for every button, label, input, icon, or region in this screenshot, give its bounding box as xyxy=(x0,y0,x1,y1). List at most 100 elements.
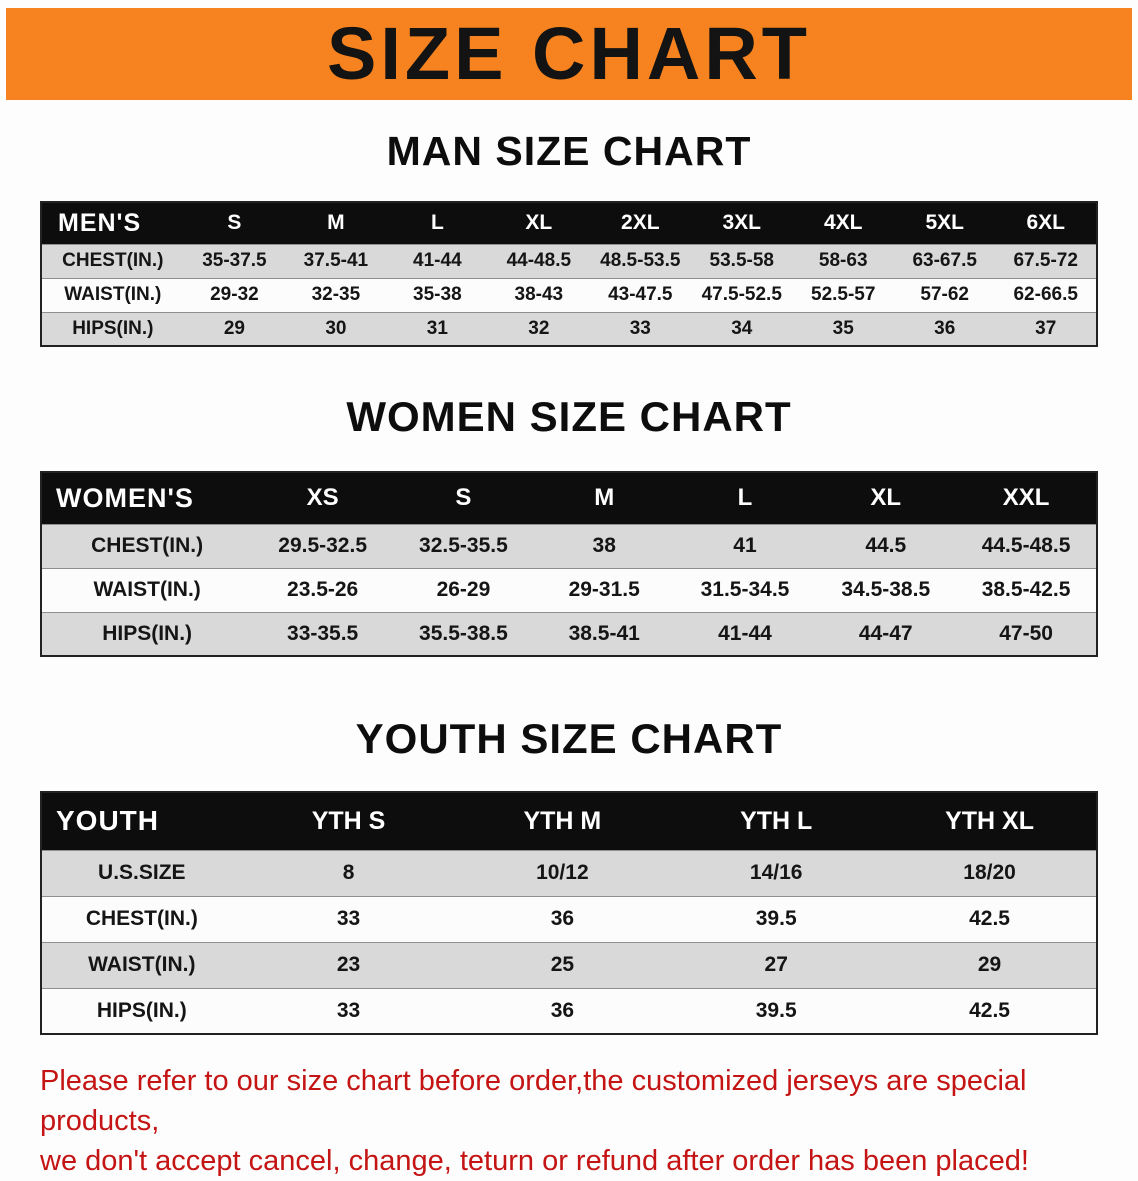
page-title: SIZE CHART xyxy=(327,12,811,95)
table-title-cell: WOMEN'S xyxy=(41,472,253,524)
table-row: WAIST(IN.) 23 25 27 29 xyxy=(41,942,1097,988)
size-column-header: YTH XL xyxy=(883,792,1097,850)
youth-size-table: YOUTH YTH S YTH M YTH L YTH XL U.S.SIZE 8 10/12… xyxy=(40,791,1098,1035)
size-column-header: M xyxy=(285,202,387,244)
women-size-table: WOMEN'S XS S M L XL XXL CHEST(IN.) 29.5-32.5 32.5… xyxy=(40,471,1098,657)
size-value-cell: 32-35 xyxy=(311,284,361,305)
size-value-cell: 41 xyxy=(733,534,757,557)
row-label-cell: WAIST(IN.) xyxy=(64,284,162,305)
size-value-cell: 53.5-58 xyxy=(709,250,774,271)
size-value-cell: 31 xyxy=(426,317,448,339)
size-value-cell: 47.5-52.5 xyxy=(701,284,782,305)
size-value-cell: 36 xyxy=(550,907,575,930)
size-value-cell: 10/12 xyxy=(536,861,589,884)
table-header-row: WOMEN'S XS S M L XL XXL xyxy=(41,472,1097,524)
table-row: WAIST(IN.) 23.5-26 26-29 29-31.5 31.5-34.5 34… xyxy=(41,568,1097,612)
size-value-cell: 8 xyxy=(342,861,355,884)
size-value-cell: 63-67.5 xyxy=(912,250,977,271)
size-value-cell: 37.5-41 xyxy=(303,250,369,271)
size-column-header: XL xyxy=(815,472,957,524)
row-label-cell: WAIST(IN.) xyxy=(88,953,196,976)
row-label-cell: WAIST(IN.) xyxy=(93,578,201,601)
size-value-cell: 23 xyxy=(336,953,361,976)
size-value-cell: 35 xyxy=(832,317,854,339)
size-value-cell: 29 xyxy=(977,953,1002,976)
size-value-cell: 32.5-35.5 xyxy=(419,534,508,557)
footer-disclaimer-line2: we don't accept cancel, change, teturn o… xyxy=(40,1145,1029,1177)
size-column-header: S xyxy=(183,202,286,244)
size-value-cell: 36 xyxy=(550,998,575,1022)
size-value-cell: 29-31.5 xyxy=(568,578,640,601)
size-value-cell: 25 xyxy=(550,953,575,976)
size-value-cell: 41-44 xyxy=(413,250,462,271)
size-value-cell: 48.5-53.5 xyxy=(600,250,681,271)
size-value-cell: 44.5 xyxy=(865,534,907,557)
size-chart-banner: SIZE CHART xyxy=(6,8,1132,100)
row-label-cell: CHEST(IN.) xyxy=(62,250,164,271)
row-label-cell: HIPS(IN.) xyxy=(72,317,154,339)
footer-disclaimer-line1: Please refer to our size chart before or… xyxy=(40,1065,1027,1137)
size-value-cell: 31.5-34.5 xyxy=(700,578,790,601)
table-row: HIPS(IN.) 33 36 39.5 42.5 xyxy=(41,988,1097,1034)
table-row: CHEST(IN.) 29.5-32.5 32.5-35.5 38 41 44.5 44.5… xyxy=(41,524,1097,568)
size-value-cell: 29.5-32.5 xyxy=(278,534,368,557)
table-header-row: MEN'S S M L XL 2XL 3XL 4XL 5XL 6XL xyxy=(41,202,1097,244)
size-value-cell: 44-47 xyxy=(858,621,913,645)
size-value-cell: 33 xyxy=(336,998,361,1022)
size-column-header: L xyxy=(674,472,816,524)
size-column-header: 5XL xyxy=(893,202,996,244)
size-value-cell: 42.5 xyxy=(969,907,1010,930)
size-value-cell: 38 xyxy=(592,534,616,557)
youth-section-title: YOUTH SIZE CHART xyxy=(355,715,783,762)
size-value-cell: 29-32 xyxy=(210,284,259,305)
size-value-cell: 52.5-57 xyxy=(811,284,876,305)
size-column-header: YTH M xyxy=(455,792,670,850)
size-value-cell: 38-43 xyxy=(514,284,564,305)
size-value-cell: 27 xyxy=(764,953,788,976)
row-label-cell: CHEST(IN.) xyxy=(91,534,204,557)
size-value-cell: 44-48.5 xyxy=(506,250,572,271)
size-column-header: 3XL xyxy=(691,202,793,244)
row-label-cell: U.S.SIZE xyxy=(98,861,186,884)
size-value-cell: 39.5 xyxy=(755,907,797,930)
man-size-table: MEN'S S M L XL 2XL 3XL 4XL 5XL 6XL CHEST(IN.) 35-37… xyxy=(40,201,1098,347)
size-column-header: XS xyxy=(252,472,394,524)
table-row: CHEST(IN.) 33 36 39.5 42.5 xyxy=(41,896,1097,942)
size-column-header: XXL xyxy=(956,472,1097,524)
table-row: WAIST(IN.) 29-32 32-35 35-38 38-43 43-47.5 47.… xyxy=(41,278,1097,312)
size-value-cell: 38.5-41 xyxy=(568,621,640,645)
table-title-cell: MEN'S xyxy=(41,202,184,244)
size-value-cell: 35-38 xyxy=(413,284,462,305)
row-label-cell: CHEST(IN.) xyxy=(85,907,198,930)
footer-disclaimer: Please refer to our size chart before or… xyxy=(40,1061,1126,1181)
size-value-cell: 43-47.5 xyxy=(608,284,673,305)
size-column-header: S xyxy=(393,472,534,524)
table-row: HIPS(IN.) 29 30 31 32 33 34 35 36 37 xyxy=(41,312,1097,346)
women-section-title: WOMEN SIZE CHART xyxy=(346,393,792,440)
size-value-cell: 33 xyxy=(629,317,651,339)
size-value-cell: 44.5-48.5 xyxy=(981,534,1071,557)
size-column-header: M xyxy=(533,472,675,524)
man-section-title: MAN SIZE CHART xyxy=(386,128,752,174)
size-value-cell: 32 xyxy=(528,317,550,339)
size-value-cell: 62-66.5 xyxy=(1013,284,1078,305)
size-value-cell: 58-63 xyxy=(818,250,868,271)
size-value-cell: 33 xyxy=(336,907,361,930)
size-value-cell: 29 xyxy=(223,317,245,339)
size-value-cell: 18/20 xyxy=(963,861,1016,884)
size-value-cell: 34 xyxy=(731,317,753,339)
size-value-cell: 33-35.5 xyxy=(287,621,359,645)
size-value-cell: 37 xyxy=(1035,317,1057,339)
table-row: U.S.SIZE 8 10/12 14/16 18/20 xyxy=(41,850,1097,896)
size-value-cell: 35.5-38.5 xyxy=(419,621,508,645)
row-label-cell: HIPS(IN.) xyxy=(96,998,187,1022)
size-value-cell: 42.5 xyxy=(969,998,1010,1022)
size-value-cell: 39.5 xyxy=(755,998,797,1022)
size-value-cell: 38.5-42.5 xyxy=(981,578,1071,601)
size-value-cell: 14/16 xyxy=(749,861,803,884)
size-value-cell: 36 xyxy=(934,317,956,339)
table-row: CHEST(IN.) 35-37.5 37.5-41 41-44 44-48.5 48.5… xyxy=(41,244,1097,278)
size-column-header: 4XL xyxy=(792,202,894,244)
table-header-row: YOUTH YTH S YTH M YTH L YTH XL xyxy=(41,792,1097,850)
size-value-cell: 57-62 xyxy=(920,284,969,305)
